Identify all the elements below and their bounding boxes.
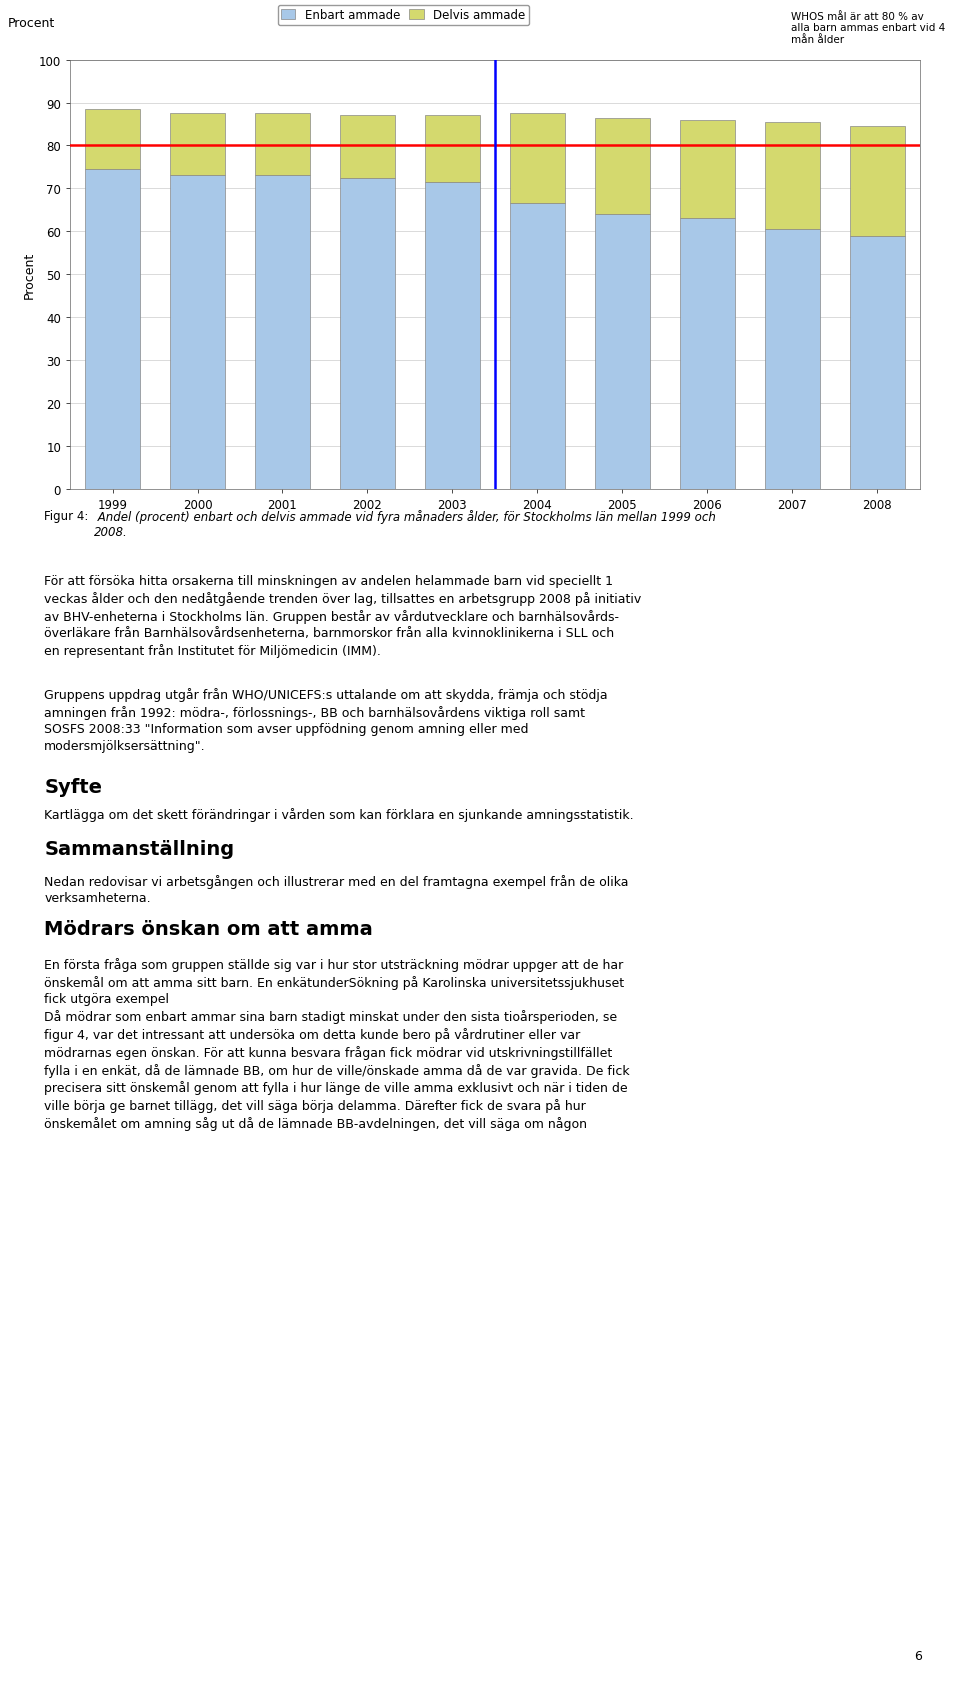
Text: Gruppens uppdrag utgår från WHO/UNICEFS:s uttalande om att skydda, främja och st: Gruppens uppdrag utgår från WHO/UNICEFS:…: [44, 688, 608, 752]
Bar: [680, 121, 735, 219]
Bar: [84, 109, 140, 170]
Text: Figur 4:: Figur 4:: [44, 510, 88, 523]
Text: För att försöka hitta orsakerna till minskningen av andelen helammade barn vid s: För att försöka hitta orsakerna till min…: [44, 575, 641, 658]
Text: Nedan redovisar vi arbetsgången och illustrerar med en del framtagna exempel frå: Nedan redovisar vi arbetsgången och illu…: [44, 875, 629, 905]
Bar: [594, 215, 650, 489]
Legend: Enbart ammade, Delvis ammade: Enbart ammade, Delvis ammade: [277, 7, 529, 25]
Bar: [510, 204, 565, 489]
Text: Kartlägga om det skett förändringar i vården som kan förklara en sjunkande amnin: Kartlägga om det skett förändringar i vå…: [44, 807, 634, 821]
Bar: [850, 237, 905, 489]
Text: En första fråga som gruppen ställde sig var i hur stor utsträckning mödrar uppge: En första fråga som gruppen ställde sig …: [44, 957, 630, 1130]
Y-axis label: Procent: Procent: [23, 251, 36, 299]
Bar: [340, 178, 396, 489]
Text: Procent: Procent: [8, 17, 55, 30]
Bar: [170, 114, 226, 177]
Text: Andel (procent) enbart och delvis ammade vid fyra månaders ålder, för Stockholms: Andel (procent) enbart och delvis ammade…: [94, 510, 716, 538]
Bar: [594, 118, 650, 215]
Text: WHOS mål är att 80 % av
alla barn ammas enbart vid 4
mån ålder: WHOS mål är att 80 % av alla barn ammas …: [791, 12, 946, 45]
Text: 6: 6: [914, 1648, 922, 1662]
Bar: [424, 116, 480, 183]
Text: Sammanställning: Sammanställning: [44, 839, 234, 858]
Bar: [510, 114, 565, 204]
Bar: [340, 116, 396, 178]
Bar: [764, 123, 820, 230]
Bar: [680, 219, 735, 489]
Text: Syfte: Syfte: [44, 777, 102, 797]
Bar: [84, 170, 140, 489]
Bar: [850, 128, 905, 237]
Bar: [764, 230, 820, 489]
Bar: [170, 177, 226, 489]
Bar: [254, 177, 310, 489]
Bar: [254, 114, 310, 177]
Text: Mödrars önskan om att amma: Mödrars önskan om att amma: [44, 920, 372, 939]
Bar: [424, 183, 480, 489]
